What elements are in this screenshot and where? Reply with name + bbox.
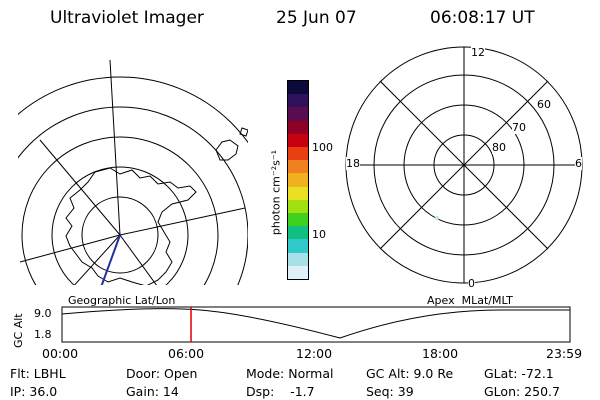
filter-readout: Flt: LBHL [10, 366, 66, 381]
color-bar-segment [288, 173, 308, 187]
mlt-label-0: 0 [468, 277, 475, 290]
time-tick-0600: 06:00 [168, 346, 205, 361]
color-bar-segment [288, 94, 308, 108]
geo-latitude-readout: GLat: -72.1 [484, 366, 554, 381]
color-bar-segment [288, 239, 308, 253]
colorbar-tick-10: 10 [312, 228, 326, 241]
altitude-curve [61, 308, 570, 339]
mlat-label-70: 70 [512, 121, 526, 134]
meridian-line [20, 235, 120, 262]
intensity-color-bar [287, 80, 309, 280]
image-time: 06:08:17 UT [430, 8, 535, 28]
meridian-line [120, 208, 245, 235]
gc-altitude-readout: GC Alt: 9.0 Re [366, 366, 454, 381]
mlat-label-60: 60 [537, 98, 551, 111]
time-tick-0000: 00:00 [42, 346, 79, 361]
lat-circle [82, 197, 158, 273]
color-bar-segment [288, 252, 308, 266]
altitude-tick-1-8: 1.8 [34, 328, 52, 341]
gain-readout: Gain: 14 [126, 384, 179, 399]
altitude-axis-label: GC Alt [12, 313, 25, 348]
aurora-spot [435, 216, 439, 220]
mlt-label-12: 12 [471, 46, 485, 59]
mode-readout: Mode: Normal [246, 366, 334, 381]
color-bar-segment [288, 186, 308, 200]
meridian-line [120, 235, 160, 290]
orbit-track [100, 235, 120, 290]
altitude-plot-frame [61, 306, 571, 343]
colorbar-tick-100: 100 [312, 141, 333, 154]
mlt-label-18: 18 [346, 157, 360, 170]
apex-panel-label: Apex MLat/MLT [427, 294, 513, 307]
meridian-line [40, 140, 120, 235]
color-bar-segment [288, 265, 308, 280]
color-bar-segment [288, 213, 308, 227]
color-bar-segment [288, 199, 308, 214]
meridian-line [110, 60, 120, 235]
color-bar-segment [288, 120, 308, 134]
island-outline [240, 128, 248, 136]
color-bar-segment [288, 107, 308, 121]
meridian-line [70, 235, 120, 290]
time-tick-2359: 23:59 [546, 346, 583, 361]
color-bar-segment [288, 81, 308, 95]
door-readout: Door: Open [126, 366, 198, 381]
color-bar-segment [288, 226, 308, 240]
dsp-readout: Dsp: -1.7 [246, 384, 315, 399]
mlat-label-80: 80 [492, 141, 506, 154]
time-tick-1200: 12:00 [296, 346, 333, 361]
south-america-coastline [216, 140, 238, 160]
color-bar-segment [288, 160, 308, 174]
sequence-readout: Seq: 39 [366, 384, 414, 399]
instrument-title: Ultraviolet Imager [50, 8, 204, 28]
mlt-line-diagonal [379, 80, 549, 250]
mlt-label-6: 6 [575, 157, 582, 170]
antarctica-coastline [66, 168, 196, 286]
image-date: 25 Jun 07 [276, 8, 357, 28]
altitude-tick-9: 9.0 [34, 307, 52, 320]
geographic-panel-label: Geographic Lat/Lon [68, 294, 176, 307]
color-bar-segment [288, 133, 308, 148]
ip-readout: IP: 36.0 [10, 384, 58, 399]
geo-longitude-readout: GLon: 250.7 [484, 384, 560, 399]
color-bar-segment [288, 147, 308, 161]
time-tick-1800: 18:00 [422, 346, 459, 361]
